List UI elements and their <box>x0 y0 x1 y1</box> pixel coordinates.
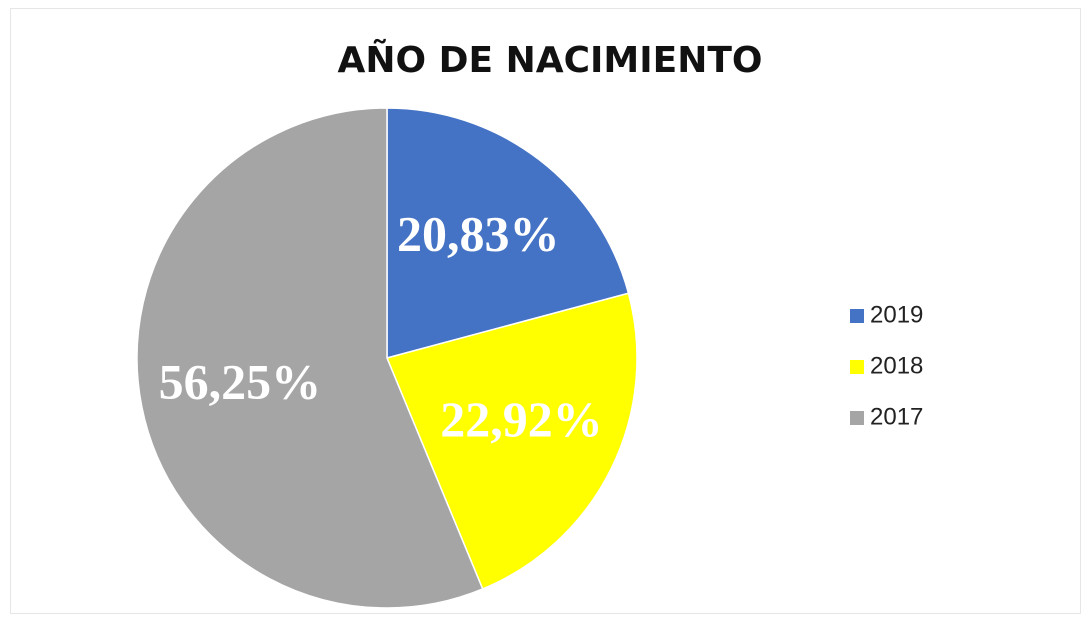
legend-label: 2018 <box>870 352 923 379</box>
chart-title: AÑO DE NACIMIENTO <box>337 39 762 81</box>
pie-slice <box>385 292 638 590</box>
legend-label: 2017 <box>870 403 923 430</box>
data-label: 56,25% <box>159 354 322 410</box>
frame <box>10 8 1081 614</box>
legend-label: 2019 <box>870 301 923 328</box>
legend-swatch <box>850 360 864 374</box>
pie-slice <box>136 107 484 609</box>
pie-slice <box>386 107 630 359</box>
data-label: 22,92% <box>440 391 603 447</box>
legend-swatch <box>850 309 864 323</box>
data-label: 20,83% <box>397 205 560 261</box>
legend-swatch <box>850 411 864 425</box>
